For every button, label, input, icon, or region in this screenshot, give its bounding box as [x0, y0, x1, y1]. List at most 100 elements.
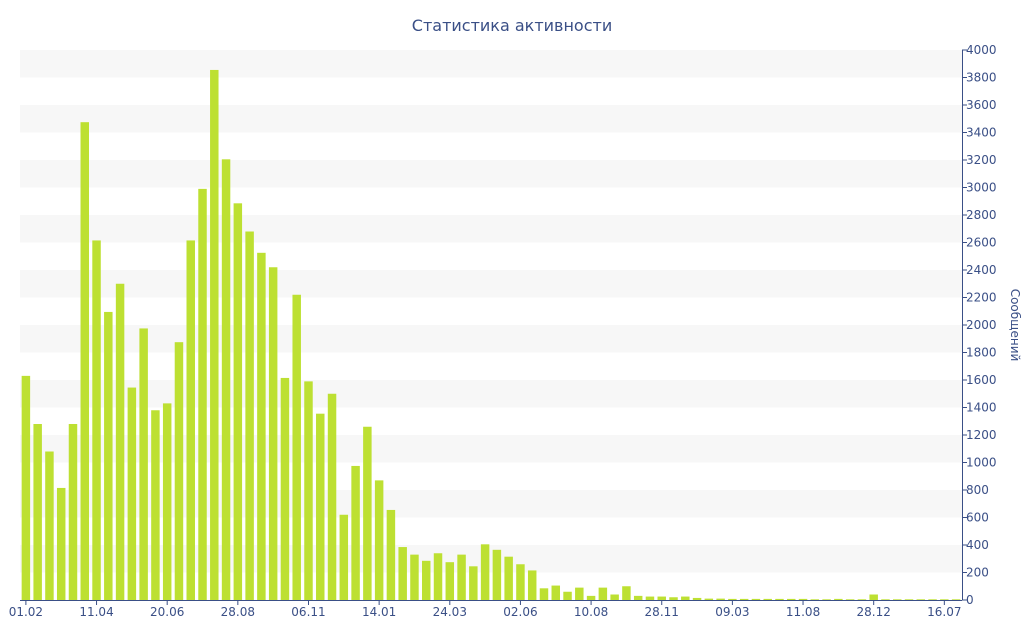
- y-tick-label: 2000: [966, 318, 997, 332]
- x-tick-label: 11.08: [786, 605, 820, 619]
- bar: [857, 599, 867, 600]
- bar: [233, 203, 243, 600]
- bar: [892, 599, 902, 600]
- bar: [598, 587, 608, 600]
- bar: [845, 599, 855, 600]
- bar: [221, 159, 231, 600]
- y-tick-label: 3400: [966, 126, 997, 140]
- bar: [445, 562, 455, 600]
- x-tick-label: 01.02: [9, 605, 43, 619]
- x-tick-label: 02.06: [503, 605, 537, 619]
- y-tick-label: 2400: [966, 263, 997, 277]
- bar: [56, 487, 66, 600]
- bar: [904, 599, 914, 600]
- y-tick-label: 3800: [966, 71, 997, 85]
- bar: [33, 424, 42, 600]
- bar: [21, 375, 31, 600]
- grid-band: [20, 490, 962, 518]
- bar: [681, 596, 690, 600]
- bar: [704, 598, 714, 600]
- bar: [692, 597, 702, 600]
- x-axis-ticks: 01.02 11.04 20.06 28.08 06.11 14.01 24.03 02.06…: [9, 600, 962, 619]
- bar: [139, 328, 148, 600]
- y-tick-label: 2600: [966, 236, 997, 250]
- bar: [469, 566, 478, 600]
- grid-band: [20, 105, 962, 133]
- bar: [374, 480, 384, 600]
- y-tick-label: 2200: [966, 291, 997, 305]
- bar: [716, 598, 725, 600]
- y-tick-label: 3200: [966, 153, 997, 167]
- bar: [386, 509, 396, 600]
- bar: [174, 342, 184, 600]
- x-tick-label: 24.03: [433, 605, 467, 619]
- bar: [586, 595, 596, 600]
- bar: [92, 240, 101, 600]
- bar: [186, 240, 195, 600]
- x-tick-label: 28.12: [857, 605, 891, 619]
- bars: [21, 69, 961, 600]
- grid-band: [20, 435, 962, 463]
- bar: [492, 549, 502, 600]
- bar: [198, 188, 207, 600]
- y-tick-label: 1600: [966, 373, 997, 387]
- y-tick-label: 200: [966, 566, 989, 580]
- bar: [951, 599, 961, 600]
- y-tick-label: 3000: [966, 181, 997, 195]
- x-tick-label: 16.07: [927, 605, 961, 619]
- bar: [398, 547, 407, 600]
- bar: [245, 231, 254, 600]
- bar: [363, 426, 372, 600]
- bar: [210, 69, 219, 600]
- x-tick-label: 28.11: [645, 605, 679, 619]
- y-axis-label: Сообщений: [1008, 289, 1022, 362]
- chart-title: Статистика активности: [412, 16, 612, 35]
- bar: [787, 598, 796, 600]
- bar: [104, 311, 113, 600]
- x-tick-label: 06.11: [291, 605, 325, 619]
- bar: [280, 377, 290, 600]
- grid-band: [20, 545, 962, 573]
- bar: [268, 267, 278, 600]
- bar: [563, 591, 572, 600]
- grid-band: [20, 380, 962, 408]
- bar: [292, 294, 301, 600]
- grid-band: [20, 270, 962, 298]
- bar: [433, 553, 443, 600]
- bar: [645, 596, 655, 600]
- y-tick-label: 1200: [966, 428, 997, 442]
- y-tick-label: 600: [966, 511, 989, 525]
- y-tick-label: 0: [966, 593, 974, 607]
- y-axis-ticks: 0 200 400 600 800 1000 1200 1400 1600 1800 2000 220…: [962, 43, 997, 607]
- x-tick-label: 20.06: [150, 605, 184, 619]
- bar: [80, 122, 90, 600]
- y-tick-label: 1000: [966, 456, 997, 470]
- bar: [410, 554, 419, 600]
- x-tick-label: 11.04: [79, 605, 113, 619]
- grid-band: [20, 160, 962, 188]
- bar: [916, 599, 926, 600]
- bar: [127, 387, 137, 600]
- y-tick-label: 1400: [966, 401, 997, 415]
- grid-band: [20, 50, 962, 78]
- y-tick-label: 400: [966, 538, 989, 552]
- bar: [869, 594, 878, 600]
- bar: [68, 424, 78, 600]
- x-tick-label: 09.03: [715, 605, 749, 619]
- bar: [551, 585, 561, 600]
- bar: [504, 556, 513, 600]
- bar: [669, 597, 678, 600]
- y-tick-label: 3600: [966, 98, 997, 112]
- bar: [457, 554, 466, 600]
- bar: [822, 599, 831, 600]
- bar: [421, 560, 431, 600]
- bar: [834, 598, 843, 600]
- x-tick-label: 10.08: [574, 605, 608, 619]
- y-tick-label: 1800: [966, 346, 997, 360]
- bar: [575, 587, 584, 600]
- grid-band: [20, 215, 962, 243]
- bar: [928, 599, 937, 600]
- bar: [527, 570, 537, 600]
- bar: [728, 598, 737, 600]
